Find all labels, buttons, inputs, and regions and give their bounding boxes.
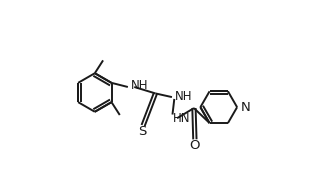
Text: O: O bbox=[190, 139, 200, 152]
Text: HN: HN bbox=[173, 112, 190, 125]
Text: NH: NH bbox=[131, 79, 149, 92]
Text: N: N bbox=[240, 101, 250, 114]
Text: S: S bbox=[138, 125, 147, 139]
Text: NH: NH bbox=[175, 90, 192, 103]
